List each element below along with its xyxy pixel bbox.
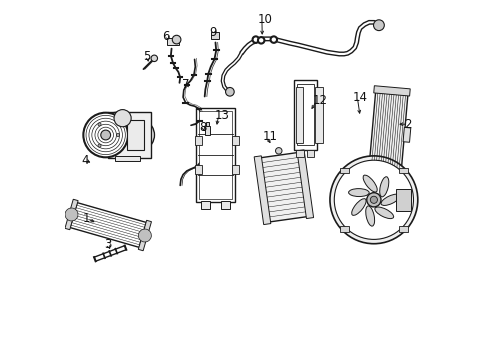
- Bar: [116, 156, 140, 161]
- Bar: [340, 226, 349, 232]
- Circle shape: [225, 87, 234, 96]
- Text: 14: 14: [353, 91, 368, 104]
- Bar: [196, 108, 235, 202]
- Bar: [108, 112, 151, 158]
- Circle shape: [83, 113, 128, 157]
- Ellipse shape: [348, 189, 369, 197]
- Ellipse shape: [352, 199, 366, 215]
- Text: 4: 4: [81, 154, 89, 167]
- Ellipse shape: [381, 194, 400, 206]
- Bar: [296, 150, 304, 157]
- Text: 9: 9: [209, 26, 217, 39]
- Bar: [211, 32, 219, 39]
- Ellipse shape: [375, 207, 393, 219]
- Bar: [294, 80, 317, 150]
- Text: 11: 11: [262, 130, 277, 143]
- Circle shape: [101, 130, 111, 140]
- Bar: [368, 92, 408, 174]
- Bar: [295, 87, 303, 143]
- Bar: [297, 150, 314, 219]
- Circle shape: [270, 36, 277, 43]
- Bar: [307, 150, 315, 157]
- Circle shape: [65, 208, 78, 221]
- Circle shape: [138, 229, 151, 242]
- Bar: [138, 220, 151, 251]
- Bar: [232, 136, 239, 145]
- Bar: [395, 189, 411, 211]
- Bar: [127, 120, 144, 150]
- Circle shape: [334, 160, 414, 239]
- Bar: [254, 156, 271, 225]
- Bar: [260, 152, 308, 222]
- Text: 12: 12: [313, 94, 328, 107]
- Bar: [70, 203, 147, 247]
- Circle shape: [98, 123, 101, 126]
- Circle shape: [172, 35, 181, 44]
- Bar: [199, 111, 232, 199]
- Text: 7: 7: [182, 78, 190, 91]
- Ellipse shape: [366, 206, 375, 226]
- Bar: [206, 122, 209, 126]
- Bar: [201, 201, 210, 209]
- Circle shape: [258, 37, 265, 44]
- Bar: [195, 136, 202, 145]
- Bar: [403, 127, 411, 142]
- Circle shape: [367, 193, 381, 207]
- Text: 10: 10: [258, 13, 272, 26]
- Bar: [297, 84, 314, 145]
- Text: 1: 1: [83, 212, 91, 225]
- Bar: [399, 167, 408, 173]
- Text: 8: 8: [199, 121, 206, 134]
- Bar: [367, 170, 403, 181]
- Bar: [399, 226, 408, 232]
- Text: 5: 5: [144, 50, 151, 63]
- Text: 2: 2: [404, 118, 412, 131]
- Bar: [65, 199, 78, 230]
- Ellipse shape: [87, 112, 154, 158]
- Text: 3: 3: [104, 238, 111, 251]
- Text: 6: 6: [162, 30, 170, 42]
- Circle shape: [151, 55, 157, 62]
- Circle shape: [117, 134, 120, 136]
- Circle shape: [373, 20, 384, 31]
- Circle shape: [330, 156, 418, 244]
- Bar: [195, 165, 202, 174]
- Circle shape: [252, 36, 259, 43]
- Circle shape: [114, 109, 131, 127]
- Text: 13: 13: [215, 109, 229, 122]
- Bar: [167, 38, 179, 45]
- Bar: [340, 167, 349, 173]
- Bar: [205, 126, 210, 135]
- Ellipse shape: [363, 175, 377, 192]
- Bar: [232, 165, 239, 174]
- Bar: [374, 86, 410, 96]
- Circle shape: [275, 148, 282, 154]
- Circle shape: [98, 144, 101, 147]
- Bar: [316, 87, 322, 143]
- Circle shape: [370, 196, 377, 203]
- Ellipse shape: [380, 177, 389, 197]
- Bar: [221, 201, 229, 209]
